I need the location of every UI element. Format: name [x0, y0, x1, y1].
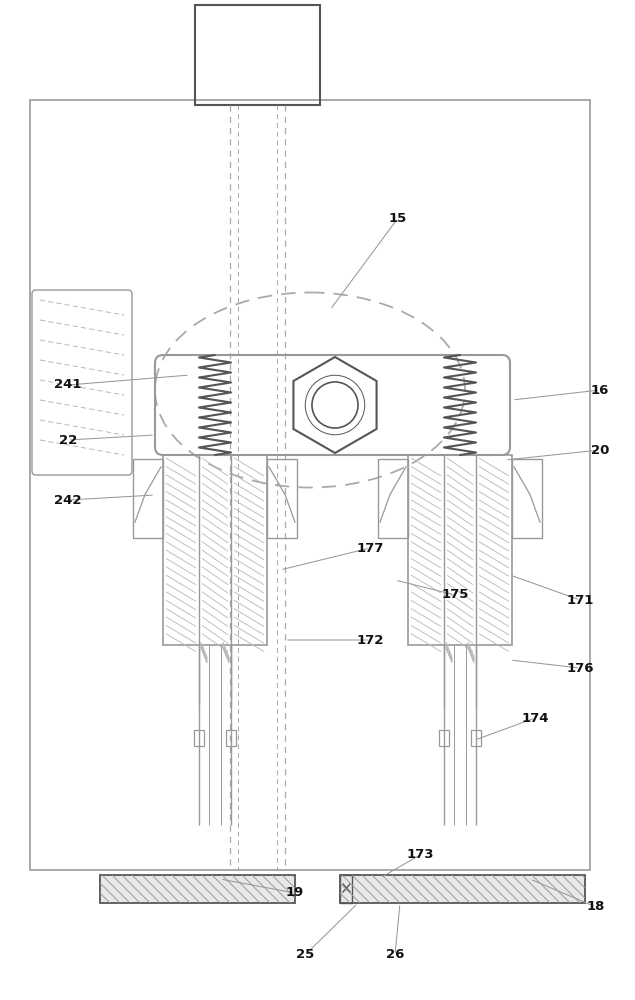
- Text: 174: 174: [521, 712, 549, 724]
- Bar: [267, 459, 297, 538]
- Bar: [163, 455, 267, 645]
- Bar: [195, 5, 320, 105]
- Text: 242: 242: [54, 493, 82, 506]
- Bar: [471, 730, 481, 746]
- Bar: [340, 875, 352, 903]
- Text: 19: 19: [286, 886, 304, 900]
- Text: 16: 16: [591, 383, 609, 396]
- Bar: [439, 730, 449, 746]
- Bar: [30, 100, 590, 870]
- Bar: [340, 875, 585, 903]
- Text: 22: 22: [59, 434, 77, 446]
- Text: 18: 18: [587, 900, 605, 914]
- Text: 175: 175: [441, 588, 469, 601]
- Bar: [408, 455, 512, 645]
- Text: 176: 176: [566, 662, 594, 674]
- Bar: [512, 459, 542, 538]
- Bar: [340, 875, 585, 903]
- Text: 241: 241: [54, 378, 82, 391]
- Text: 20: 20: [591, 444, 609, 456]
- Text: 171: 171: [566, 593, 594, 606]
- Bar: [194, 730, 204, 746]
- Text: 172: 172: [356, 634, 384, 647]
- Text: 173: 173: [406, 848, 434, 861]
- Bar: [226, 730, 236, 746]
- Bar: [100, 875, 295, 903]
- Text: 177: 177: [356, 542, 384, 554]
- Bar: [133, 459, 163, 538]
- Text: 26: 26: [386, 948, 404, 962]
- Bar: [378, 459, 408, 538]
- Text: 15: 15: [389, 212, 407, 225]
- Text: 25: 25: [296, 948, 314, 962]
- Bar: [100, 875, 295, 903]
